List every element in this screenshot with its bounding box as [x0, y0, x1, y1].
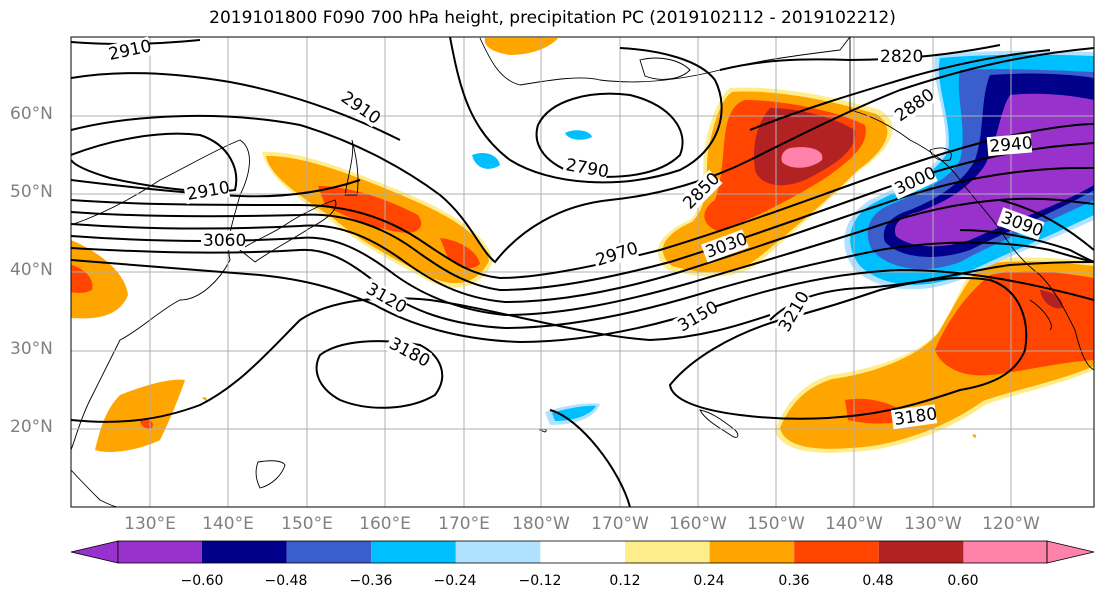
contour-label: 2820 [878, 47, 923, 67]
contour-label: 2940 [986, 133, 1034, 157]
lon-label: 130°W [904, 514, 962, 534]
colorbar-tick-label: 0.48 [862, 573, 894, 589]
lat-label: 50°N [10, 182, 53, 202]
lat-label: 20°N [10, 417, 53, 437]
colorbar-tick-label: −0.36 [349, 573, 393, 589]
colorbar-tick-label: 0.12 [609, 573, 641, 589]
colorbar-tick-label: −0.24 [433, 573, 477, 589]
lon-label: 120°W [982, 514, 1040, 534]
contour-label: 3060 [201, 231, 246, 251]
lon-label: 170°E [438, 514, 490, 534]
map-frame [70, 36, 1095, 508]
contour-label-text: 2940 [989, 133, 1034, 157]
precip-positive-alaska [657, 87, 893, 277]
lon-label: 140°W [825, 514, 883, 534]
lon-label: 170°W [591, 514, 649, 534]
lon-label: 160°E [359, 514, 411, 534]
map-title: 2019101800 F090 700 hPa height, precipit… [209, 8, 896, 28]
colorbar-tick-label: 0.36 [778, 573, 810, 589]
precip-positive-west [262, 151, 493, 288]
lat-label: 60°N [10, 104, 53, 124]
lon-label: 150°E [281, 514, 333, 534]
precip-positive-east [775, 257, 1094, 453]
colorbar-tick-label: −0.48 [264, 573, 308, 589]
colorbar-tick-label: −0.60 [180, 573, 224, 589]
lat-label: 40°N [10, 260, 53, 280]
height-contours [71, 37, 1094, 507]
colorbar-tick-label: 0.24 [693, 573, 725, 589]
lon-label: 140°E [202, 514, 254, 534]
graticule [71, 37, 1094, 507]
lon-label: 150°W [747, 514, 805, 534]
lon-label: 180°W [512, 514, 570, 534]
lon-label: 130°E [124, 514, 176, 534]
lat-label: 30°N [10, 339, 53, 359]
precip-positive-far-west [71, 38, 558, 452]
colorbar-tick-label: 0.60 [947, 573, 979, 589]
colorbar-tick-label: −0.12 [518, 573, 562, 589]
contour-label-text: 3060 [203, 231, 246, 251]
contour-label-text: 2820 [880, 47, 923, 67]
lon-label: 160°W [669, 514, 727, 534]
